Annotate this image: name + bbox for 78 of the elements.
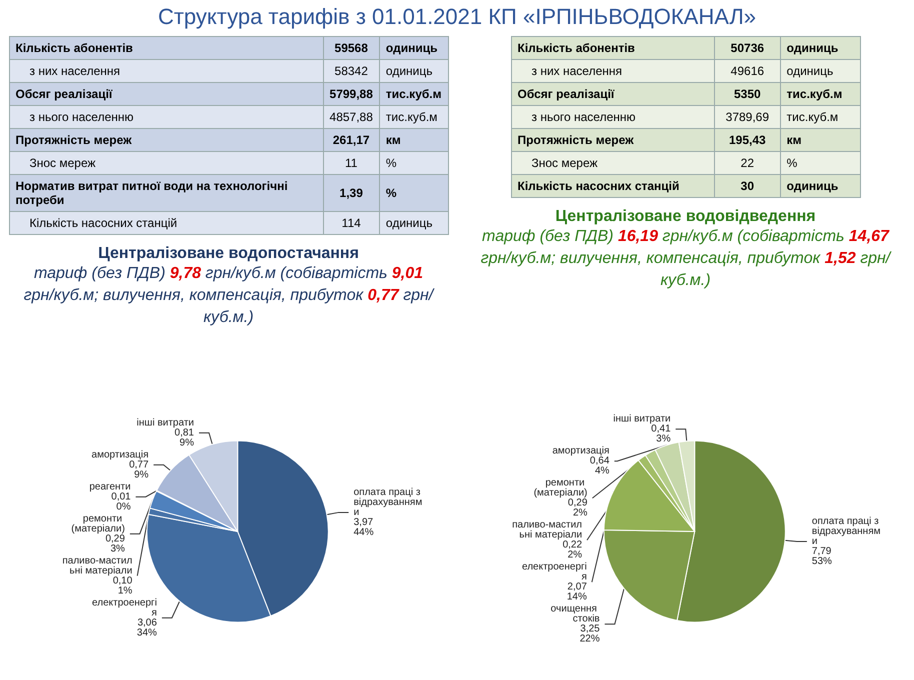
text: одиниць bbox=[379, 60, 448, 82]
text: з нього населенню bbox=[9, 106, 324, 128]
text: Протяжність мереж bbox=[9, 128, 324, 152]
text: 49616 bbox=[714, 60, 780, 82]
text: Норматив витрат питної води на технологічні потреби bbox=[9, 174, 324, 212]
slice-label: інші витрати bbox=[613, 414, 671, 425]
text: Обсяг реалізації bbox=[511, 82, 715, 106]
text: 114 bbox=[323, 212, 380, 234]
text: тис.куб.м bbox=[379, 82, 448, 106]
text: тариф (без ПДВ) 9,78 грн/куб.м (собівартість 9,01 грн/куб.м; вилучення, компенсація, прибуток 0,77 грн/куб.м.) bbox=[24, 265, 434, 326]
text: 50736 bbox=[714, 36, 780, 60]
chart-title: Централізоване водопостачання bbox=[97, 245, 360, 263]
slice-label: оплата праці з відрахуваннями bbox=[812, 516, 882, 547]
text: тис.куб.м bbox=[780, 106, 860, 128]
text: Кількість насосних станцій bbox=[511, 174, 715, 198]
text: 5350 bbox=[714, 82, 780, 106]
text: Протяжність мереж bbox=[511, 128, 715, 152]
data-label: 0,77 9% bbox=[129, 459, 149, 480]
text: одиниць bbox=[780, 174, 860, 198]
text: одиниць bbox=[780, 36, 860, 60]
data-label: 7,79 53% bbox=[812, 546, 832, 567]
data-label: 3,97 44% bbox=[354, 516, 374, 538]
data-label: 0,22 2% bbox=[562, 540, 582, 561]
slice-label: інші витрати bbox=[136, 417, 194, 428]
data-label: 0,41 3% bbox=[651, 424, 672, 445]
text: 1,39 bbox=[323, 174, 380, 212]
slice-label: реагенти bbox=[89, 481, 131, 492]
text: тис.куб.м bbox=[780, 82, 860, 106]
text: 5799,88 bbox=[323, 82, 380, 106]
data-label: 0,64 4% bbox=[590, 456, 610, 477]
text: Обсяг реалізації bbox=[9, 82, 324, 106]
text: одиниць bbox=[379, 36, 448, 60]
text: Знос мереж bbox=[511, 152, 715, 174]
text: з них населення bbox=[9, 60, 324, 82]
slice-label: оплата праці з відрахуваннями bbox=[354, 486, 424, 518]
text: Кількість абонентів bbox=[511, 36, 715, 60]
text: 22 bbox=[714, 152, 780, 174]
text: тис.куб.м bbox=[379, 106, 448, 128]
data-label: 2,07 14% bbox=[566, 582, 588, 603]
text: одиниць bbox=[780, 60, 860, 82]
text: 195,43 bbox=[714, 128, 780, 152]
text: 11 bbox=[323, 152, 380, 174]
data-label: 0,29 2% bbox=[568, 498, 588, 519]
slice-label: ремонти (матеріали) bbox=[71, 513, 125, 534]
text: % bbox=[379, 152, 448, 174]
slice-label: амортизація bbox=[552, 446, 610, 457]
text: 30 bbox=[714, 174, 780, 198]
text: 4857,88 bbox=[323, 106, 380, 128]
slice-label: очищення стоків bbox=[550, 604, 600, 625]
data-label: 0,10 1% bbox=[112, 575, 133, 596]
chart-title: Централізоване водовідведення bbox=[554, 208, 817, 226]
text: 261,17 bbox=[323, 128, 380, 152]
text: км bbox=[379, 128, 448, 152]
text: Кількість насосних станцій bbox=[9, 212, 324, 234]
slice-label: паливо-мастильні матеріали bbox=[62, 555, 132, 576]
data-label: 0,29 3% bbox=[105, 533, 126, 554]
text: з нього населенню bbox=[511, 106, 715, 128]
text: Кількість абонентів bbox=[9, 36, 324, 60]
text: 3789,69 bbox=[714, 106, 780, 128]
text: одиниць bbox=[379, 212, 448, 234]
text: з них населення bbox=[511, 60, 715, 82]
text: Знос мереж bbox=[9, 152, 324, 174]
text: Структура тарифів з 01.01.2021 КП «ІРПІНЬВОДОКАНАЛ» bbox=[156, 4, 758, 30]
data-label: 3,06 34% bbox=[136, 617, 158, 638]
slice-label: паливо-мастильні матеріали bbox=[512, 520, 582, 541]
slice-label: ремонти (матеріали) bbox=[534, 478, 588, 499]
data-label: 3,25 22% bbox=[580, 624, 600, 645]
text: % bbox=[379, 174, 448, 212]
text: тариф (без ПДВ) 16,19 грн/куб.м (собівартість 14,67 грн/куб.м; вилучення, компенсація, прибуток 1,52 грн/куб.м.) bbox=[480, 228, 890, 289]
text: 59568 bbox=[323, 36, 380, 60]
slice-label: електроенергія bbox=[522, 562, 587, 583]
data-label: 0,81 9% bbox=[174, 427, 194, 448]
text: % bbox=[780, 152, 860, 174]
slice-label: електроенергія bbox=[92, 597, 157, 618]
data-label: 0,01 0% bbox=[111, 491, 132, 512]
text: км bbox=[780, 128, 860, 152]
text: 58342 bbox=[323, 60, 380, 82]
slice-label: амортизація bbox=[92, 449, 149, 460]
